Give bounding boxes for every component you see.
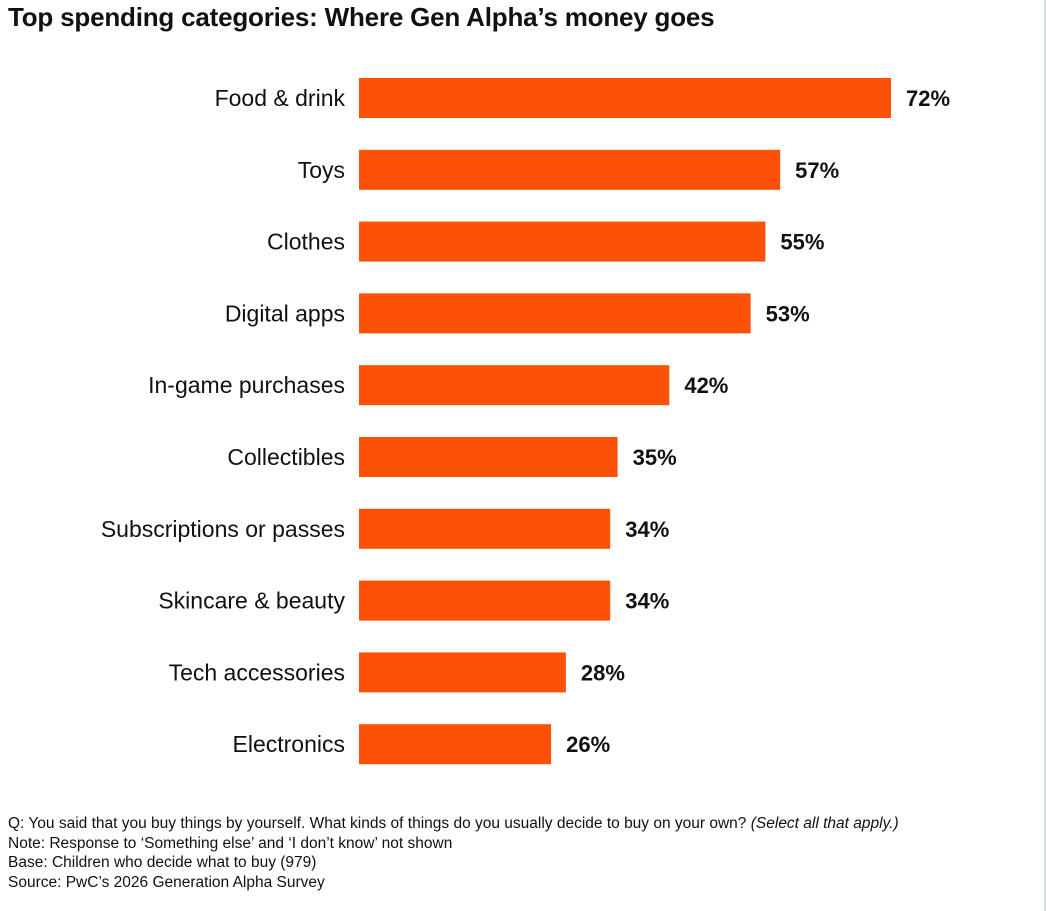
bar bbox=[359, 221, 766, 262]
bar bbox=[359, 652, 566, 693]
value-label: 57% bbox=[795, 158, 839, 183]
value-label: 28% bbox=[581, 660, 625, 685]
base-note: Base: Children who decide what to buy (9… bbox=[8, 854, 317, 871]
category-label: Clothes bbox=[267, 229, 345, 255]
right-edge-divider bbox=[1044, 0, 1046, 911]
question-italic: (Select all that apply.) bbox=[750, 815, 899, 832]
chart-title: Top spending categories: Where Gen Alpha… bbox=[8, 2, 715, 32]
category-label: Skincare & beauty bbox=[158, 588, 345, 614]
category-label: Electronics bbox=[233, 731, 345, 757]
category-label: In-game purchases bbox=[148, 372, 345, 398]
value-label: 42% bbox=[684, 373, 728, 398]
exclusion-note: Note: Response to ‘Something else’ and ‘… bbox=[8, 834, 453, 852]
category-label: Food & drink bbox=[215, 85, 346, 111]
category-label: Digital apps bbox=[225, 300, 345, 326]
value-label: 34% bbox=[625, 589, 669, 614]
bar bbox=[359, 78, 891, 118]
source-note: Source: PwC’s 2026 Generation Alpha Surv… bbox=[8, 873, 325, 891]
category-label: Collectibles bbox=[227, 444, 345, 470]
category-label: Subscriptions or passes bbox=[101, 516, 345, 542]
value-label: 72% bbox=[906, 86, 950, 111]
bar bbox=[359, 724, 552, 765]
value-label: 35% bbox=[633, 445, 677, 470]
bar bbox=[359, 580, 611, 621]
value-label: 55% bbox=[780, 230, 824, 255]
category-label: Tech accessories bbox=[169, 659, 345, 685]
bar-chart: Food & drink 72% Toys 57% Clothes 55% Digital … bbox=[101, 78, 950, 765]
bar bbox=[359, 508, 611, 549]
value-label: 53% bbox=[766, 301, 810, 326]
bar bbox=[359, 293, 751, 334]
bar bbox=[359, 365, 670, 406]
category-label: Toys bbox=[298, 157, 345, 183]
value-label: 34% bbox=[625, 517, 669, 542]
chart-notes: Q: You said that you buy things by yours… bbox=[8, 814, 899, 892]
question-note: Q: You said that you buy things by yours… bbox=[8, 815, 899, 832]
bar bbox=[359, 437, 618, 477]
bar bbox=[359, 149, 781, 190]
value-label: 26% bbox=[566, 732, 610, 757]
